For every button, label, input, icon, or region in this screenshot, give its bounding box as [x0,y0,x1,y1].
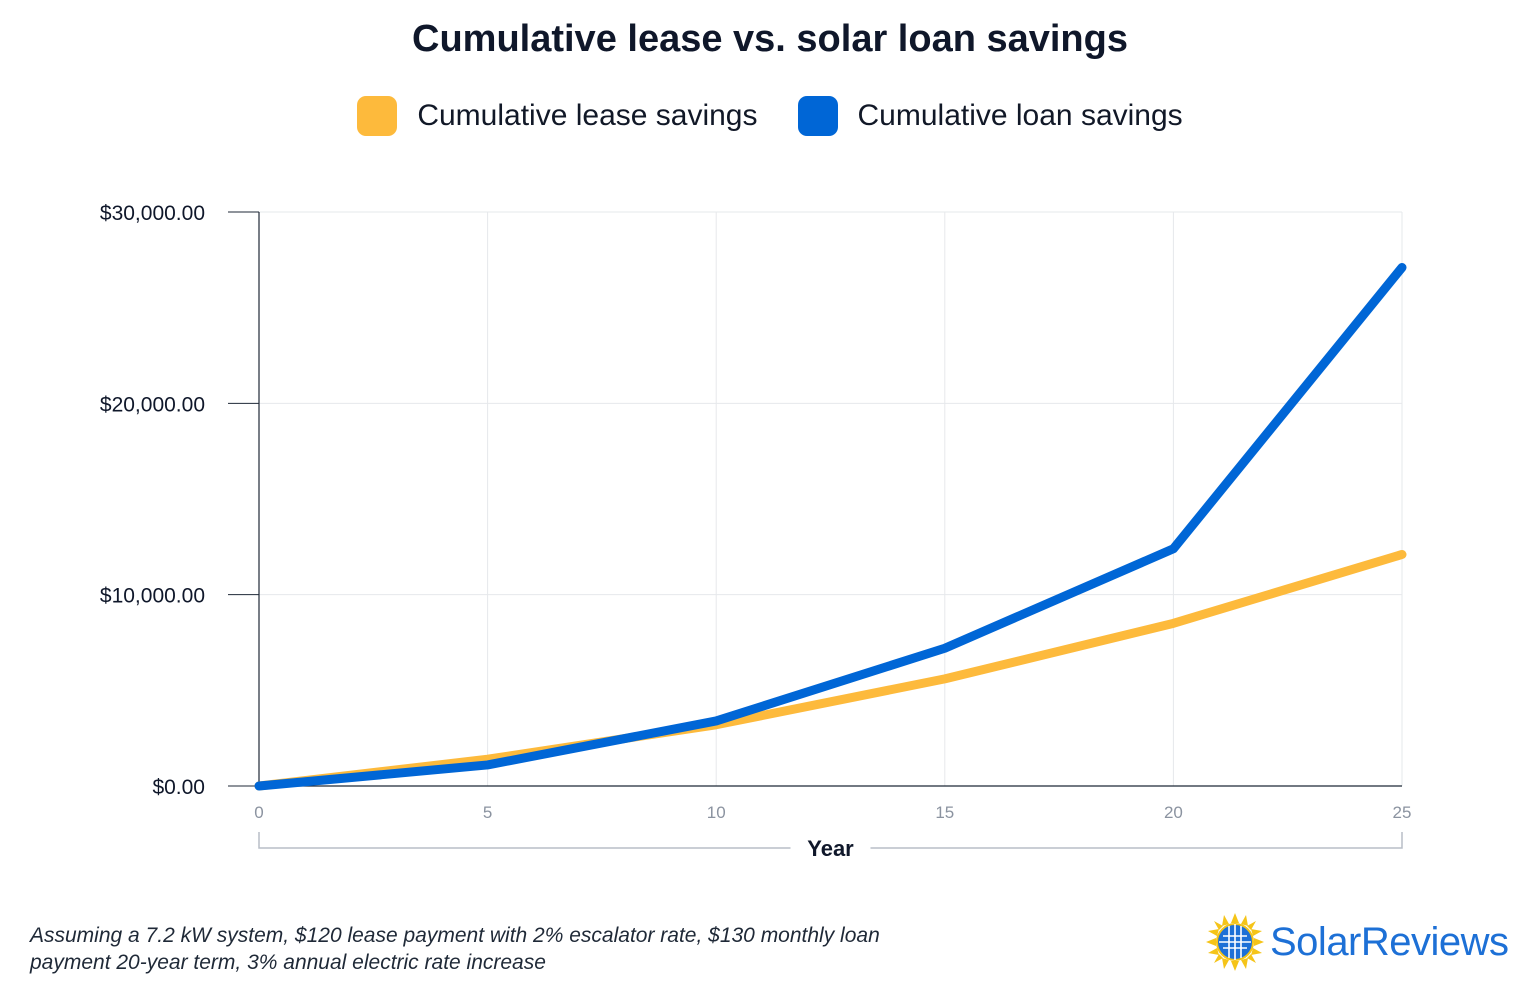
x-axis-bracket-left [258,832,791,849]
x-axis-bracket-right [870,832,1403,849]
legend-label-loan: Cumulative loan savings [857,99,1183,132]
x-tick-label: 20 [1164,803,1183,822]
chart-title: Cumulative lease vs. solar loan savings [412,18,1128,60]
line-chart: $0.00 $10,000.00 $20,000.00 $30,000.00 0 5 10 1… [100,202,1412,861]
brand-logo[interactable]: SolarReviews [1206,912,1509,972]
legend: Cumulative lease savings Cumulative loan… [0,96,1540,136]
series-line-loan [254,262,1407,791]
y-tick-label: $10,000.00 [100,585,205,608]
x-axis-label: Year [807,836,854,861]
legend-item-loan[interactable]: Cumulative loan savings [797,96,1183,136]
legend-label-lease: Cumulative lease savings [417,99,758,132]
brand-name: SolarReviews [1270,919,1509,964]
legend-swatch-loan [797,96,838,136]
y-tick-label: $0.00 [152,776,205,799]
footnote: Assuming a 7.2 kW system, $120 lease pay… [30,922,990,976]
axes [228,211,1402,787]
x-tick-label: 10 [707,803,726,822]
legend-item-lease[interactable]: Cumulative lease savings [357,96,758,136]
footnote-line-1: Assuming a 7.2 kW system, $120 lease pay… [30,924,880,947]
y-tick-label: $30,000.00 [100,202,205,225]
x-tick-label: 0 [254,803,263,822]
x-tick-label: 15 [935,803,954,822]
footnote-line-2: payment 20-year term, 3% annual electric… [30,951,546,974]
solar-panel-sun-icon [1206,913,1264,971]
x-tick-label: 25 [1393,803,1412,822]
grid [259,211,1403,786]
y-tick-label: $20,000.00 [100,393,205,416]
legend-swatch-lease [357,96,398,136]
x-axis-label-group: Year [258,832,1403,861]
tick-labels: $0.00 $10,000.00 $20,000.00 $30,000.00 0 5 10 1… [100,202,1412,822]
series-line-lease [254,549,1407,791]
x-tick-label: 5 [483,803,492,822]
series-lines [254,262,1407,791]
